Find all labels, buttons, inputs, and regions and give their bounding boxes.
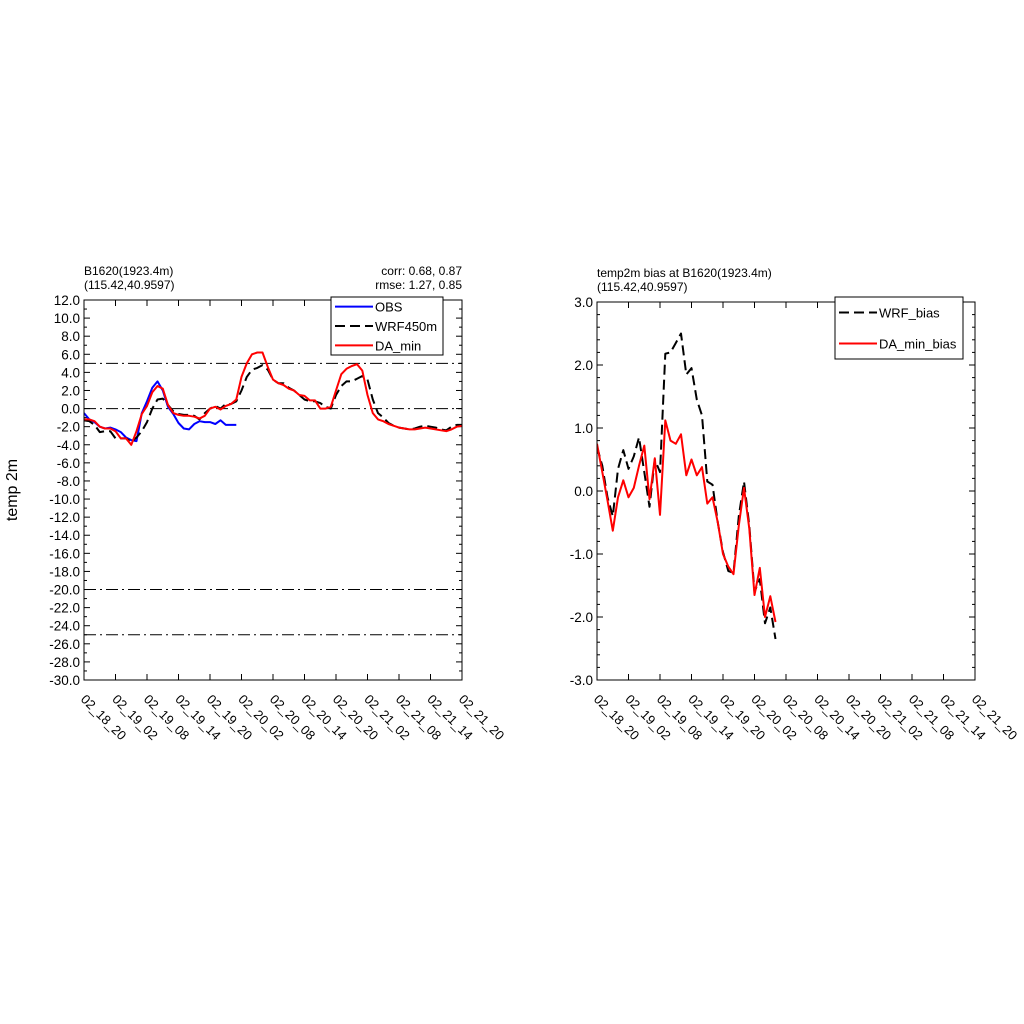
- y-tick-label: -16.0: [49, 546, 80, 561]
- series-line-obs: [84, 380, 237, 443]
- y-tick-label: -18.0: [49, 564, 80, 579]
- y-tick-label: -4.0: [57, 438, 80, 453]
- legend-label: OBS: [375, 300, 403, 315]
- y-tick-label: -3.0: [570, 673, 593, 688]
- y-tick-label: -24.0: [49, 619, 80, 634]
- y-tick-label: 3.0: [574, 295, 593, 310]
- y-axis-label: temp 2m: [4, 459, 21, 521]
- y-tick-label: -2.0: [570, 610, 593, 625]
- series-group: [84, 351, 462, 446]
- series-line-wrf-bias: [597, 332, 777, 640]
- legend-box: [834, 296, 964, 360]
- temperature-panel: B1620(1923.4m)(115.42,40.9597) corr: 0.68…: [4, 264, 507, 743]
- y-tick-label: -1.0: [570, 547, 593, 562]
- y-tick-label: 8.0: [61, 329, 80, 344]
- y-tick-label: 12.0: [54, 293, 80, 308]
- y-tick-label: -2.0: [57, 420, 80, 435]
- series-line-da-min: [84, 351, 462, 446]
- chart-subtitle: (115.42,40.9597): [84, 278, 175, 292]
- y-tick-label: 2.0: [61, 383, 80, 398]
- y-tick-label: 1.0: [574, 421, 593, 436]
- plot-frame: [596, 301, 976, 681]
- y-tick-label: -28.0: [49, 655, 80, 670]
- rmse-label: rmse: 1.27, 0.85: [375, 278, 462, 292]
- y-tick-label: -10.0: [49, 492, 80, 507]
- y-tick-label: -12.0: [49, 510, 80, 525]
- legend: WRF_bias DA_min_bias: [834, 296, 964, 360]
- legend-label: DA_min_bias: [879, 337, 957, 352]
- y-tick-label: 4.0: [61, 365, 80, 380]
- y-tick-label: -6.0: [57, 456, 80, 471]
- y-tick-label: -8.0: [57, 474, 80, 489]
- plot-frame: [83, 299, 463, 681]
- y-tick-label: 6.0: [61, 347, 80, 362]
- y-tick-label: -20.0: [49, 583, 80, 598]
- series-group: [597, 332, 777, 640]
- y-tick-label: 10.0: [54, 311, 80, 326]
- legend-label: WRF450m: [375, 319, 437, 334]
- y-tick-label: 0.0: [61, 402, 80, 417]
- series-line-da-min-bias: [597, 419, 777, 623]
- y-tick-label: -26.0: [49, 637, 80, 652]
- chart-subtitle: (115.42,40.9597): [597, 280, 688, 294]
- y-tick-label: -14.0: [49, 528, 80, 543]
- y-tick-label: -30.0: [49, 673, 80, 688]
- chart-title: temp2m bias at B1620(1923.4m): [597, 266, 772, 280]
- corr-label: corr: 0.68, 0.87: [381, 264, 462, 278]
- bias-panel: temp2m bias at B1620(1923.4m)(115.42,40.…: [570, 266, 1021, 743]
- legend-label: DA_min: [375, 338, 421, 353]
- y-tick-label: 2.0: [574, 358, 593, 373]
- series-line-wrf450m: [84, 364, 462, 443]
- y-tick-label: 0.0: [574, 484, 593, 499]
- chart-title: B1620(1923.4m): [84, 264, 173, 278]
- legend-label: WRF_bias: [879, 306, 940, 321]
- legend: OBS WRF450m DA_min: [330, 296, 444, 356]
- y-tick-label: -22.0: [49, 601, 80, 616]
